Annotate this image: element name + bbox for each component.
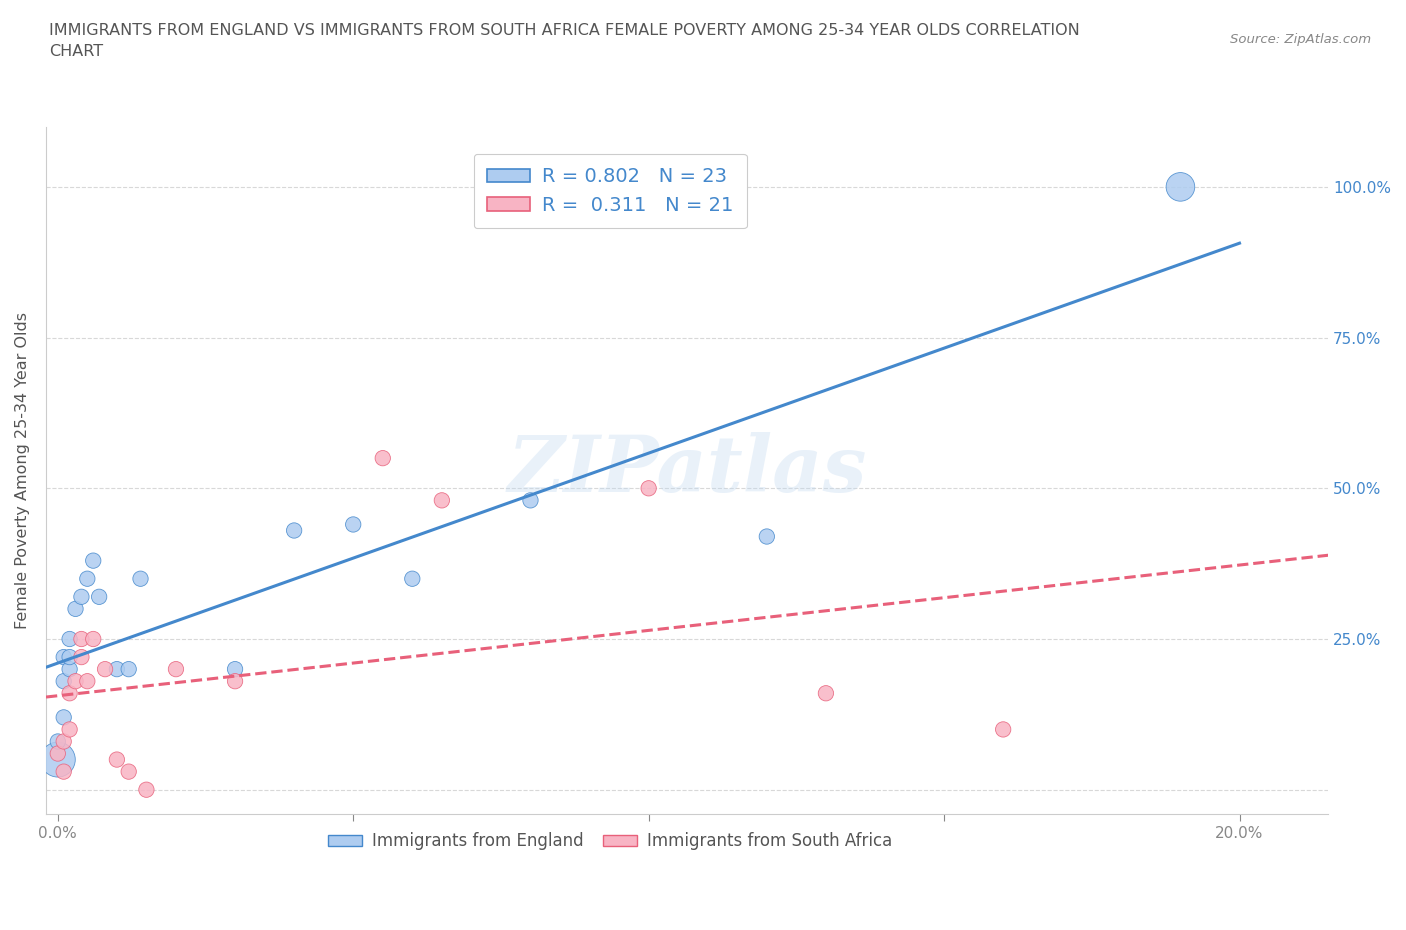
- Point: [118, 662, 141, 677]
- Point: [94, 662, 117, 677]
- Point: [519, 493, 541, 508]
- Point: [59, 631, 82, 646]
- Point: [637, 481, 659, 496]
- Point: [70, 631, 93, 646]
- Point: [118, 764, 141, 779]
- Point: [105, 662, 128, 677]
- Text: IMMIGRANTS FROM ENGLAND VS IMMIGRANTS FROM SOUTH AFRICA FEMALE POVERTY AMONG 25-: IMMIGRANTS FROM ENGLAND VS IMMIGRANTS FR…: [49, 23, 1080, 60]
- Point: [46, 752, 69, 767]
- Point: [283, 523, 305, 538]
- Point: [1170, 179, 1192, 194]
- Point: [991, 722, 1014, 737]
- Point: [52, 673, 75, 688]
- Y-axis label: Female Poverty Among 25-34 Year Olds: Female Poverty Among 25-34 Year Olds: [15, 312, 30, 629]
- Point: [135, 782, 157, 797]
- Point: [129, 571, 152, 586]
- Point: [82, 631, 104, 646]
- Point: [70, 590, 93, 604]
- Point: [46, 746, 69, 761]
- Legend: Immigrants from England, Immigrants from South Africa: Immigrants from England, Immigrants from…: [322, 826, 898, 857]
- Point: [52, 710, 75, 724]
- Point: [52, 734, 75, 749]
- Point: [89, 590, 111, 604]
- Point: [430, 493, 453, 508]
- Point: [814, 685, 837, 700]
- Point: [52, 764, 75, 779]
- Point: [105, 752, 128, 767]
- Point: [755, 529, 778, 544]
- Point: [371, 451, 394, 466]
- Point: [59, 685, 82, 700]
- Point: [342, 517, 364, 532]
- Point: [70, 650, 93, 665]
- Point: [76, 571, 98, 586]
- Point: [76, 673, 98, 688]
- Point: [224, 662, 246, 677]
- Point: [224, 673, 246, 688]
- Point: [65, 602, 87, 617]
- Point: [52, 650, 75, 665]
- Point: [401, 571, 423, 586]
- Point: [59, 650, 82, 665]
- Point: [59, 722, 82, 737]
- Point: [165, 662, 187, 677]
- Text: Source: ZipAtlas.com: Source: ZipAtlas.com: [1230, 33, 1371, 46]
- Text: ZIPatlas: ZIPatlas: [508, 432, 866, 509]
- Point: [82, 553, 104, 568]
- Point: [46, 734, 69, 749]
- Point: [59, 662, 82, 677]
- Point: [65, 673, 87, 688]
